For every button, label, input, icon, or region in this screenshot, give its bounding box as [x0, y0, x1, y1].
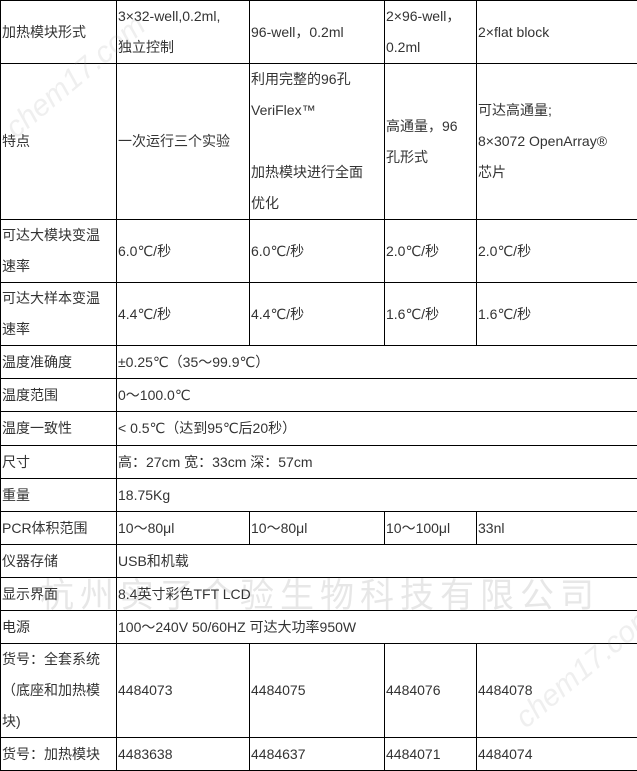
cell-value: 一次运行三个实验 — [117, 64, 250, 220]
row-label: 温度一致性 — [1, 412, 117, 446]
row-label: 可达大模块变温 速率 — [1, 220, 117, 283]
row-label: 特点 — [1, 64, 117, 220]
cell-value: 高：27cm 宽：33cm 深：57cm — [117, 446, 637, 479]
row-label: 重量 — [1, 479, 117, 512]
cell-value: USB和机载 — [117, 545, 637, 578]
cell-value: 10～80μl — [117, 512, 250, 545]
cell-value: 1.6℃/秒 — [477, 283, 637, 346]
table-row: 温度一致性< 0.5℃（达到95℃后20秒） — [1, 412, 637, 446]
cell-value: 10～80μl — [250, 512, 385, 545]
cell-value: 6.0℃/秒 — [117, 220, 250, 283]
cell-value: 2×96-well， 0.2ml — [385, 1, 477, 64]
cell-value: 4484074 — [477, 738, 637, 771]
row-label: 加热模块形式 — [1, 1, 117, 64]
row-label: 货号：全套系统 （底座和加热模 块) — [1, 644, 117, 738]
row-label: 尺寸 — [1, 446, 117, 479]
row-label: PCR体积范围 — [1, 512, 117, 545]
table-row: 尺寸高：27cm 宽：33cm 深：57cm — [1, 446, 637, 479]
cell-value: 4484076 — [385, 644, 477, 738]
cell-value: < 0.5℃（达到95℃后20秒） — [117, 412, 637, 446]
cell-value: 4.4℃/秒 — [250, 283, 385, 346]
cell-value: 2×flat block — [477, 1, 637, 64]
cell-value: 8.4英寸彩色TFT LCD — [117, 578, 637, 611]
cell-value: 4484637 — [250, 738, 385, 771]
row-label: 电源 — [1, 611, 117, 644]
cell-value: 利用完整的96孔 VeriFlex™ 加热模块进行全面 优化 — [250, 64, 385, 220]
row-label: 仪器存储 — [1, 545, 117, 578]
cell-value: 4483638 — [117, 738, 250, 771]
row-label: 显示界面 — [1, 578, 117, 611]
cell-value: 4484073 — [117, 644, 250, 738]
row-label: 货号：加热模块 — [1, 738, 117, 771]
cell-value: 0～100.0℃ — [117, 379, 637, 412]
cell-value: 高通量，96 孔形式 — [385, 64, 477, 220]
cell-value: 18.75Kg — [117, 479, 637, 512]
cell-value: 10～100μl — [385, 512, 477, 545]
cell-value: 2.0℃/秒 — [385, 220, 477, 283]
row-label: 温度准确度 — [1, 346, 117, 379]
cell-value: 96-well，0.2ml — [250, 1, 385, 64]
cell-value: 1.6℃/秒 — [385, 283, 477, 346]
cell-value: 4.4℃/秒 — [117, 283, 250, 346]
cell-value: 可达高通量; 8×3072 OpenArray® 芯片 — [477, 64, 637, 220]
cell-value: 6.0℃/秒 — [250, 220, 385, 283]
cell-value: 2.0℃/秒 — [477, 220, 637, 283]
row-label: 可达大样本变温 速率 — [1, 283, 117, 346]
cell-value: 4484078 — [477, 644, 637, 738]
table-row: 特点一次运行三个实验利用完整的96孔 VeriFlex™ 加热模块进行全面 优化… — [1, 64, 637, 220]
cell-value: 4484071 — [385, 738, 477, 771]
cell-value: ±0.25℃（35～99.9℃） — [117, 346, 637, 379]
cell-value: 33nl — [477, 512, 637, 545]
row-label: 温度范围 — [1, 379, 117, 412]
cell-value: 3×32-well,0.2ml, 独立控制 — [117, 1, 250, 64]
table-row: 温度准确度±0.25℃（35～99.9℃） — [1, 346, 637, 379]
cell-value: 100～240V 50/60HZ 可达大功率950W — [117, 611, 637, 644]
cell-value: 4484075 — [250, 644, 385, 738]
